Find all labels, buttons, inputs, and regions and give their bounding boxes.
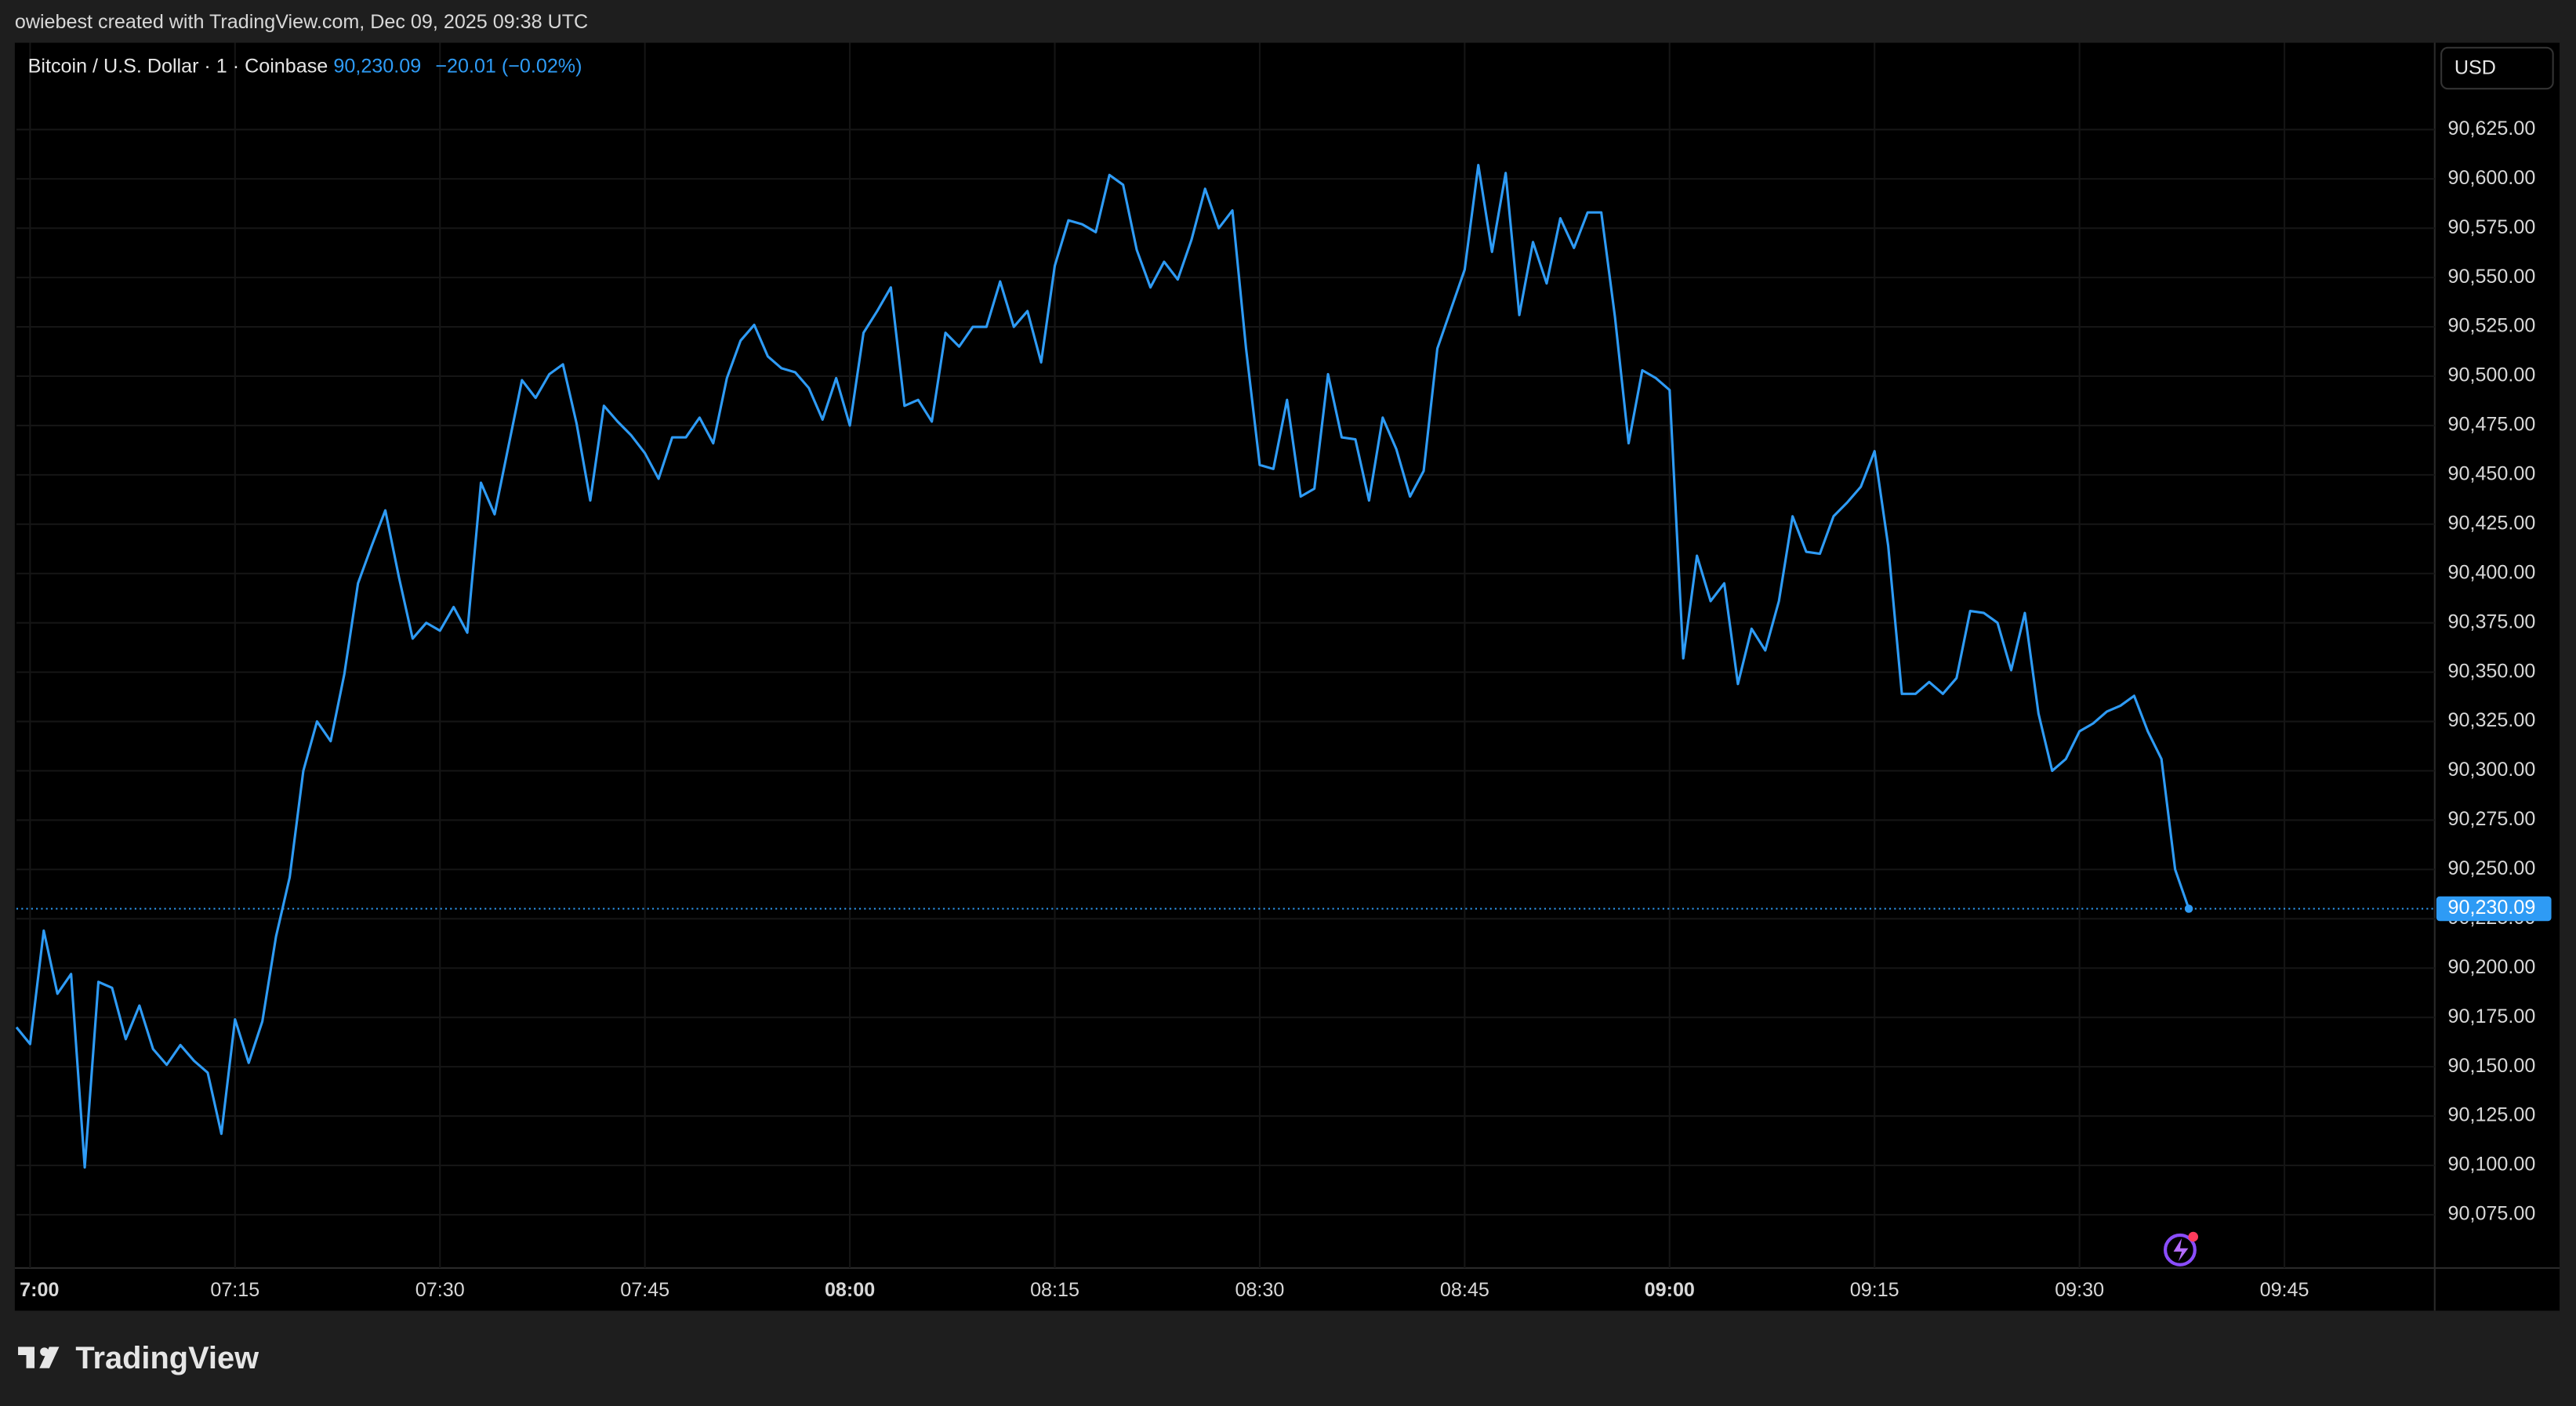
grid [16, 42, 2435, 1268]
y-tick-label: 90,600.00 [2448, 167, 2536, 189]
currency[interactable]: USD [2454, 57, 2496, 79]
x-tick-label: 09:00 [1645, 1279, 1695, 1301]
x-tick-label: 08:15 [1030, 1279, 1079, 1301]
brand: TradingView [75, 1341, 259, 1375]
icon-ring [2163, 1233, 2197, 1266]
currency-button[interactable] [2440, 46, 2554, 90]
last-point [2184, 904, 2193, 913]
plot [15, 164, 2435, 1169]
x-tick-label: 09:30 [2055, 1279, 2104, 1301]
logo-dot [40, 1347, 49, 1357]
y-tick-label: 90,250.00 [2448, 857, 2536, 879]
y-tick-label: 90,550.00 [2448, 266, 2536, 288]
y-tick-label: 90,625.00 [2448, 118, 2536, 140]
x-tick-label: 08:45 [1440, 1279, 1489, 1301]
y-tick-label: 90,150.00 [2448, 1055, 2536, 1077]
price-tag [2436, 896, 2552, 922]
x-tick-label: 07:45 [620, 1279, 669, 1301]
logo-mark [18, 1346, 60, 1368]
y-tick-label: 90,100.00 [2448, 1154, 2536, 1176]
x-tick-label: 07:30 [415, 1279, 465, 1301]
y-tick-label: 90,375.00 [2448, 611, 2536, 632]
price-tag-label: 90,230.09 [2448, 897, 2536, 919]
x-tick-label: 09:15 [1850, 1279, 1899, 1301]
chart-panel [14, 42, 2560, 1311]
y-tick-label: 90,125.00 [2448, 1104, 2536, 1126]
price-change: −20.01 (−0.02%) [435, 56, 582, 78]
y-tick-label: 90,350.00 [2448, 660, 2536, 682]
x-tick-label: 08:30 [1235, 1279, 1284, 1301]
x-tick-label: 07:15 [210, 1279, 259, 1301]
y-tick-label: 90,275.00 [2448, 808, 2536, 830]
y-tick-label: 90,500.00 [2448, 364, 2536, 386]
attribution: owiebest created with TradingView.com, D… [15, 11, 588, 33]
x-tick-label: 7:00 [20, 1279, 59, 1301]
x-tick-label: 08:00 [825, 1279, 875, 1301]
y-tick-label: 90,175.00 [2448, 1006, 2536, 1027]
brand-logo: TradingView [18, 1341, 259, 1375]
y-tick-label: 90,475.00 [2448, 414, 2536, 436]
icon-dot [2188, 1231, 2198, 1242]
y-tick-label: 90,525.00 [2448, 315, 2536, 337]
y-tick-label: 90,300.00 [2448, 759, 2536, 781]
assistant-icon[interactable] [2163, 1231, 2198, 1266]
y-tick-label: 90,325.00 [2448, 709, 2536, 731]
last-price: 90,230.09 [333, 56, 421, 78]
price-line [15, 164, 2190, 1169]
y-tick-label: 90,425.00 [2448, 512, 2536, 534]
y-tick-label: 90,400.00 [2448, 561, 2536, 583]
y-tick-label: 90,075.00 [2448, 1203, 2536, 1225]
y-tick-label: 90,450.00 [2448, 463, 2536, 485]
x-tick-label: 09:45 [2260, 1279, 2309, 1301]
symbol: Bitcoin / U.S. Dollar · 1 · Coinbase [28, 56, 328, 78]
y-tick-label: 90,575.00 [2448, 216, 2536, 238]
y-tick-label: 90,200.00 [2448, 956, 2536, 978]
icon-bolt [2173, 1238, 2189, 1262]
